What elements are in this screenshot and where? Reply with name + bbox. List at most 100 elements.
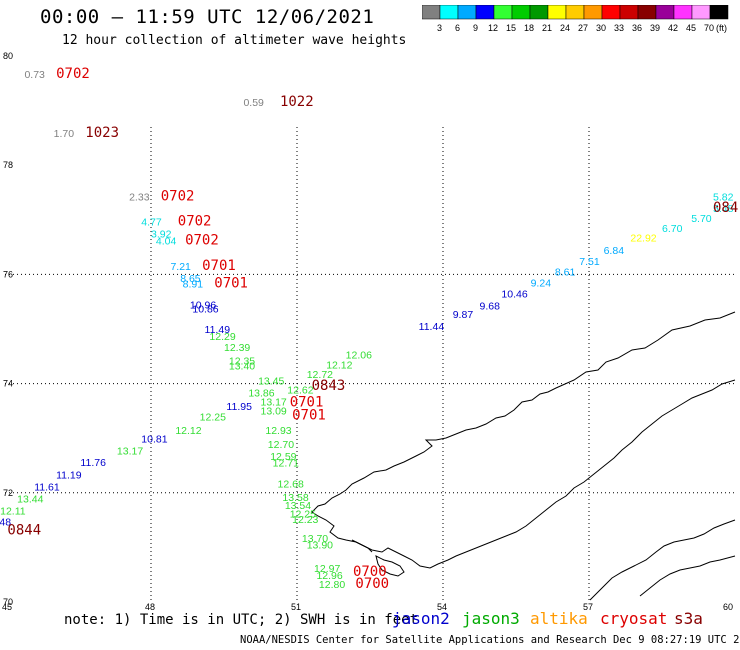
lat-tick-label: 74 — [3, 379, 13, 389]
pass-time-label: 0701 — [214, 276, 248, 292]
wave-height-label: 12.29 — [209, 331, 235, 343]
color-swatch — [529, 5, 549, 20]
lon-tick-label: 51 — [291, 602, 301, 612]
wave-height-labels: 0.73 0702 0.59 1022 1.70 1023 2.33 0702 4.77 0702… — [0, 66, 738, 592]
wave-height-label: 5.48 — [713, 203, 734, 215]
wave-height-label: 12.68 — [278, 478, 304, 490]
legend-jason2: jason2 — [392, 609, 450, 628]
wave-height-label: 12.70 — [268, 439, 294, 451]
color-scale-bar: 3 6 9 12 15 18 21 24 27 30 33 36 39 42 45 70 (ft) — [422, 5, 729, 33]
pass-time-label: 0843 — [312, 378, 346, 394]
wave-height-label: 11.49 — [205, 324, 231, 336]
wave-height-label: 10.81 — [141, 434, 167, 446]
lon-tick-label: 45 — [2, 602, 12, 612]
wave-height-label: 8.91 — [183, 279, 204, 291]
wave-height-label: 13.45 — [258, 376, 284, 388]
pass-time-label: 0701 — [292, 408, 326, 424]
colorbar-tick-label: 27 — [578, 23, 588, 33]
wave-height-label: 12.23 — [292, 514, 318, 526]
color-swatch — [601, 5, 621, 20]
pass-time-label: 1022 — [280, 94, 314, 110]
wave-height-label: 6.84 — [604, 245, 625, 257]
wave-height-label: 12.12 — [326, 359, 352, 371]
lon-tick-label: 57 — [583, 602, 593, 612]
wave-height-label: 12.25 — [290, 508, 316, 520]
color-swatch — [619, 5, 639, 20]
colorbar-tick-label: 3 — [437, 23, 442, 33]
color-swatch — [422, 5, 441, 20]
pass-time-label: 0700 — [353, 564, 387, 580]
map-frame — [5, 56, 735, 602]
color-swatch — [583, 5, 603, 20]
pass-time-label: 0702 — [161, 189, 195, 205]
lat-tick-label: 70 — [3, 597, 13, 607]
wave-height-label: 4.04 — [156, 235, 177, 247]
color-swatch — [565, 5, 585, 20]
graticule — [5, 126, 735, 602]
legend-altika: altika — [530, 609, 588, 628]
wave-height-label: 22.92 — [630, 233, 656, 245]
colorbar-tick-label: 45 — [686, 23, 696, 33]
page-subtitle: 12 hour collection of altimeter wave hei… — [62, 33, 407, 48]
wave-height-label: 0.73 — [24, 69, 45, 81]
legend-s3a: s3a — [674, 609, 703, 628]
wave-height-label: 9.24 — [531, 277, 552, 289]
wave-height-label: 11.76 — [80, 457, 106, 469]
wave-height-label: 1.70 — [54, 128, 75, 140]
color-swatch — [493, 5, 513, 20]
wave-height-label: 12.25 — [200, 412, 226, 424]
wave-height-label: 2.33 — [129, 192, 150, 204]
wave-height-label: 12.06 — [346, 349, 372, 361]
color-swatch — [547, 5, 567, 20]
legend-cryosat: cryosat — [600, 609, 668, 628]
lat-tick-label: 80 — [3, 51, 13, 61]
wave-height-label: 13.86 — [248, 388, 274, 400]
wave-height-label: 11.44 — [419, 321, 445, 333]
wave-height-label: 11.48 — [0, 517, 11, 529]
color-swatch — [655, 5, 675, 20]
wave-height-label: 13.54 — [285, 500, 311, 512]
credit-line: NOAA/NESDIS Center for Satellite Applica… — [240, 634, 740, 646]
wave-height-label: 12.97 — [314, 563, 340, 575]
wave-height-label: 7.21 — [170, 261, 191, 273]
wave-height-label: 5.82 — [713, 192, 734, 204]
wave-height-label: 7.51 — [579, 256, 600, 268]
wave-height-label: 13.17 — [117, 446, 143, 458]
wave-height-label: 5.70 — [691, 213, 712, 225]
color-swatch — [637, 5, 657, 20]
color-swatch — [475, 5, 495, 20]
pass-time-label: 0700 — [355, 576, 389, 592]
lon-tick-label: 60 — [723, 602, 733, 612]
wave-height-label: 10.86 — [192, 304, 218, 316]
wave-height-label: 8.65 — [180, 273, 201, 285]
lon-tick-label: 54 — [437, 602, 447, 612]
pass-time-label: 0701 — [290, 395, 324, 411]
color-swatch — [709, 5, 729, 20]
wave-height-label: 11.61 — [34, 482, 60, 494]
colorbar-tick-label: 15 — [506, 23, 516, 33]
wave-height-label: 12.62 — [287, 384, 313, 396]
wave-height-label: 9.68 — [480, 300, 501, 312]
wave-height-label: 3.92 — [151, 228, 172, 240]
wave-height-label: 12.35 — [229, 355, 255, 367]
colorbar-tick-label: 30 — [596, 23, 606, 33]
coastline-novaya-zemlya — [311, 311, 736, 601]
colorbar-tick-label: 6 — [455, 23, 460, 33]
wave-height-label: 0.59 — [243, 97, 264, 109]
wave-height-label: 12.72 — [307, 369, 333, 381]
colorbar-tick-label: 36 — [632, 23, 642, 33]
colorbar-tick-label: 39 — [650, 23, 660, 33]
pass-time-label: 0844 — [7, 522, 41, 538]
wave-height-label: 9.87 — [453, 309, 474, 321]
colorbar-tick-label: 12 — [488, 23, 498, 33]
wave-height-label: 12.39 — [224, 342, 250, 354]
wave-height-label: 12.71 — [273, 458, 299, 470]
colorbar-tick-label: 33 — [614, 23, 624, 33]
wave-height-label: 8.61 — [555, 266, 576, 278]
wave-height-label: 13.58 — [282, 492, 308, 504]
wave-height-label: 10.96 — [190, 299, 216, 311]
pass-time-label: 0702 — [178, 213, 212, 229]
lon-tick-label: 48 — [145, 602, 155, 612]
pass-time-label: 0702 — [56, 66, 90, 82]
